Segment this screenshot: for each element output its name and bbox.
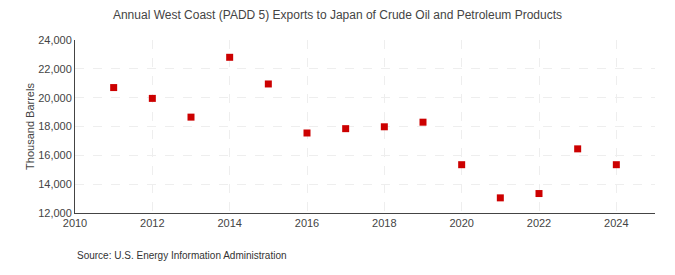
svg-text:2016: 2016 <box>295 217 319 229</box>
svg-text:2020: 2020 <box>449 217 473 229</box>
svg-text:12,000: 12,000 <box>38 207 72 219</box>
svg-text:Source: U.S. Energy Informatio: Source: U.S. Energy Information Administ… <box>77 250 287 261</box>
svg-text:2018: 2018 <box>372 217 396 229</box>
svg-text:22,000: 22,000 <box>38 63 72 75</box>
svg-text:24,000: 24,000 <box>38 34 72 46</box>
svg-text:2024: 2024 <box>604 217 628 229</box>
svg-text:18,000: 18,000 <box>38 120 72 132</box>
svg-text:2010: 2010 <box>63 217 87 229</box>
svg-text:Thousand Barrels: Thousand Barrels <box>24 83 36 170</box>
svg-text:2014: 2014 <box>217 217 241 229</box>
svg-text:14,000: 14,000 <box>38 178 72 190</box>
svg-text:2012: 2012 <box>140 217 164 229</box>
svg-text:16,000: 16,000 <box>38 149 72 161</box>
svg-text:2022: 2022 <box>527 217 551 229</box>
svg-text:Annual West Coast (PADD 5) Exp: Annual West Coast (PADD 5) Exports to Ja… <box>113 8 562 22</box>
svg-text:20,000: 20,000 <box>38 92 72 104</box>
